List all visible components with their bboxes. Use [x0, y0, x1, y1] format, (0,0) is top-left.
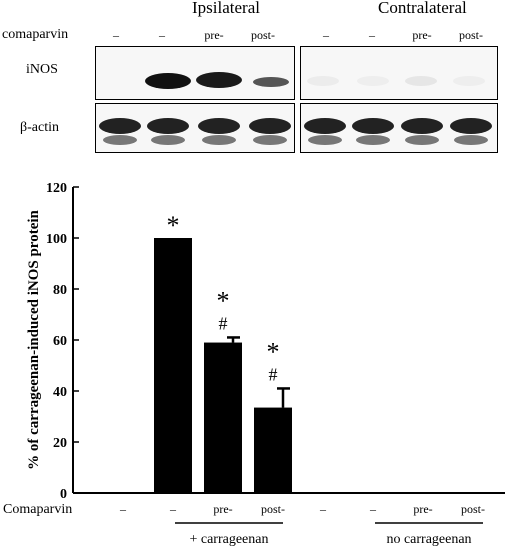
- significance-marker: *: [217, 286, 230, 315]
- inos-bands-ipsilateral: [145, 72, 289, 89]
- x-tick-label: pre-: [413, 502, 432, 516]
- lane-label: –: [323, 28, 329, 42]
- beta-actin-bands-ipsilateral: [99, 118, 291, 145]
- ipsilateral-header: Ipsilateral: [192, 0, 260, 17]
- y-tick-label: 100: [46, 232, 67, 247]
- bar: [254, 407, 292, 493]
- y-tick-label: 20: [53, 436, 67, 451]
- significance-marker: *: [267, 337, 280, 366]
- lane-label: –: [159, 28, 165, 42]
- lane-label: pre-: [204, 28, 224, 42]
- y-tick-label: 40: [53, 385, 67, 400]
- x-tick-label: post-: [261, 502, 285, 516]
- lane-label: post-: [251, 28, 275, 42]
- lane-label: –: [113, 28, 119, 42]
- x-tick-label: –: [319, 502, 327, 516]
- y-tick-label: 80: [53, 283, 67, 298]
- x-tick-label: –: [369, 502, 377, 516]
- significance-marker: #: [219, 313, 228, 333]
- group-label: no carrageenan: [386, 532, 471, 547]
- x-row-label: Comaparvin: [3, 502, 72, 517]
- lane-label: –: [369, 28, 375, 42]
- beta-actin-blot-contralateral: [300, 103, 498, 153]
- y-tick-label: 120: [46, 181, 67, 196]
- bar: [204, 342, 242, 493]
- y-tick-label: 60: [53, 334, 67, 349]
- beta-actin-row-label: β-actin: [20, 120, 59, 135]
- group-label: + carrageenan: [189, 532, 268, 547]
- x-tick-label: post-: [461, 502, 485, 516]
- lane-label: pre-: [412, 28, 432, 42]
- inos-blot-contralateral: [300, 46, 498, 100]
- inos-blot-ipsilateral: [95, 46, 295, 100]
- inos-bands-contralateral: [307, 76, 485, 86]
- comaparvin-row-label: comaparvin: [2, 27, 69, 42]
- y-tick-label: 0: [60, 487, 67, 502]
- bar: [154, 238, 192, 493]
- lane-label: post-: [459, 28, 483, 42]
- significance-marker: #: [269, 364, 278, 384]
- beta-actin-blot-ipsilateral: [95, 103, 295, 153]
- x-tick-label: –: [119, 502, 127, 516]
- beta-actin-bands-contralateral: [304, 118, 492, 145]
- x-tick-label: pre-: [213, 502, 232, 516]
- y-axis-title: % of carrageenan-induced iNOS protein: [26, 209, 42, 469]
- inos-row-label: iNOS: [26, 62, 58, 77]
- significance-marker: *: [167, 211, 180, 240]
- x-tick-label: –: [169, 502, 177, 516]
- contralateral-header: Contralateral: [378, 0, 467, 17]
